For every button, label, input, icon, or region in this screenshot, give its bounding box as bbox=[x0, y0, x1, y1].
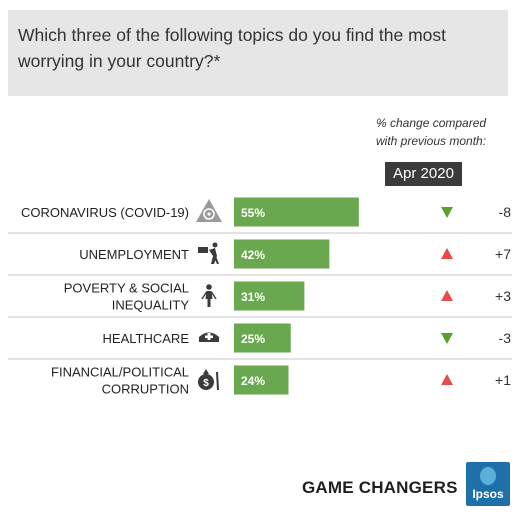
category-label: INEQUALITY bbox=[112, 298, 190, 313]
bar bbox=[234, 197, 359, 227]
svg-text:$: $ bbox=[203, 378, 209, 389]
category-label: UNEMPLOYMENT bbox=[79, 247, 189, 262]
bar bbox=[234, 281, 305, 311]
change-value: +3 bbox=[495, 288, 511, 304]
change-value: +1 bbox=[495, 372, 511, 388]
bar-value-label: 25% bbox=[241, 332, 265, 346]
period-badge: Apr 2020 bbox=[385, 162, 462, 186]
bar bbox=[234, 365, 289, 395]
person-icon bbox=[201, 284, 217, 307]
category-label: POVERTY & SOCIAL bbox=[64, 281, 189, 296]
category-label: CORONAVIRUS (COVID-19) bbox=[21, 205, 189, 220]
change-up-triangle-icon bbox=[441, 290, 453, 301]
change-value: +7 bbox=[495, 246, 511, 262]
change-down-triangle-icon bbox=[441, 207, 453, 218]
nurse-cap-icon bbox=[199, 332, 219, 342]
bar-value-label: 24% bbox=[241, 374, 265, 388]
footer-title: GAME CHANGERS bbox=[302, 478, 458, 497]
logo-swirl-icon bbox=[480, 467, 496, 485]
change-up-triangle-icon bbox=[441, 374, 453, 385]
bar-value-label: 42% bbox=[241, 248, 265, 262]
money-bag-icon: $ bbox=[198, 369, 219, 390]
question-text: Which three of the following topics do y… bbox=[18, 25, 447, 71]
change-value: -8 bbox=[499, 204, 512, 220]
biohazard-icon bbox=[196, 199, 222, 222]
category-label: FINANCIAL/POLITICAL bbox=[51, 365, 189, 380]
change-header: % change compared with previous month: bbox=[376, 114, 516, 150]
category-label: CORRUPTION bbox=[102, 382, 189, 397]
logo-text: Ipsos bbox=[472, 487, 504, 501]
change-up-triangle-icon bbox=[441, 248, 453, 259]
question-box: Which three of the following topics do y… bbox=[8, 10, 508, 96]
change-header-line2: with previous month: bbox=[376, 134, 487, 148]
change-value: -3 bbox=[499, 330, 512, 346]
unemployment-icon bbox=[198, 242, 219, 264]
bar bbox=[234, 239, 330, 269]
bar bbox=[234, 323, 291, 353]
change-down-triangle-icon bbox=[441, 333, 453, 344]
category-label: HEALTHCARE bbox=[103, 331, 190, 346]
ipsos-logo: Ipsos bbox=[466, 462, 510, 506]
change-header-line1: % change compared bbox=[376, 116, 487, 130]
bar-value-label: 31% bbox=[241, 290, 265, 304]
bar-value-label: 55% bbox=[241, 206, 265, 220]
